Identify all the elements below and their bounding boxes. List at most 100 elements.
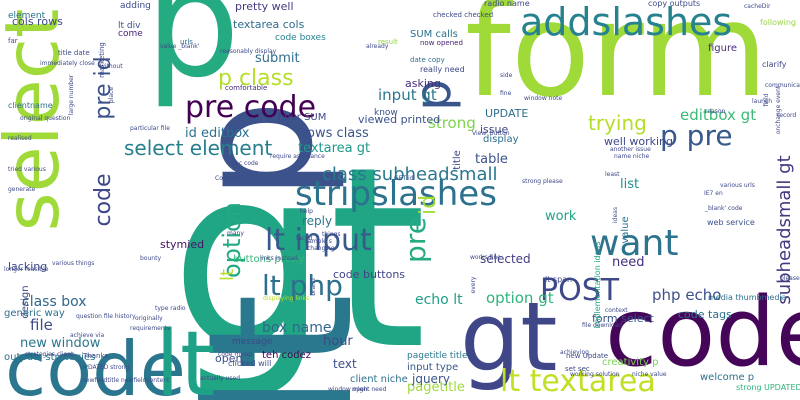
word-cloud-word: various things [52, 260, 94, 267]
word-cloud-word: text [333, 357, 357, 371]
word-cloud-word: really need [420, 65, 465, 74]
word-cloud-word: id editbox [185, 126, 250, 141]
word-cloud-word: reply [302, 214, 332, 228]
word-cloud-word: without [100, 63, 123, 70]
word-cloud-word: lacking [8, 260, 47, 273]
word-cloud-word: requirements [130, 325, 170, 332]
word-cloud-word: message [232, 337, 273, 347]
word-cloud-word: fine [500, 90, 512, 97]
word-cloud-word: things [322, 231, 341, 238]
word-cloud-word: input gt [378, 86, 437, 104]
word-cloud-word: viewed printed [358, 113, 440, 126]
word-cloud-word: code boxes [275, 33, 326, 43]
word-cloud-word: View' button [472, 130, 510, 137]
word-cloud-word: selected [480, 252, 531, 266]
word-cloud-word: class box [22, 294, 87, 310]
word-cloud-word: client niche [350, 374, 408, 385]
word-cloud-word: help [300, 208, 313, 215]
word-cloud-word: reason [705, 108, 726, 115]
word-cloud-word: brand [310, 278, 317, 296]
word-cloud-word: achieving [560, 349, 589, 356]
word-cloud-word: rows class [302, 126, 369, 141]
word-cloud-word: strong please [522, 178, 563, 185]
word-cloud-word: various urls [720, 182, 755, 189]
word-cloud-word: stripslashes [295, 174, 497, 214]
word-cloud-word: subheadsmall gt [774, 155, 795, 304]
word-cloud-word: need [612, 255, 645, 270]
word-cloud-word: niche value [632, 371, 667, 378]
word-cloud-word: value _blank' [160, 43, 200, 50]
word-cloud-word: well working [604, 135, 673, 148]
word-cloud-word: clarify [762, 60, 787, 69]
word-cloud-word: form [465, 0, 768, 126]
word-cloud-word: immediately close [40, 60, 95, 67]
word-cloud-word: cacheDir [744, 3, 771, 10]
word-cloud-word: pre [399, 217, 432, 263]
word-cloud-word: date copy [410, 56, 445, 64]
word-cloud-word: pagetitle [407, 380, 465, 395]
word-cloud-word: know [374, 108, 398, 118]
word-cloud-word: code tags [678, 308, 732, 321]
word-cloud-word: lt div [118, 21, 141, 31]
word-cloud-word: web service [707, 218, 755, 227]
word-cloud-word: adding [120, 1, 151, 11]
word-cloud-word: code [91, 173, 116, 226]
word-cloud-word: p class [218, 66, 294, 91]
word-cloud-word: element [8, 11, 46, 21]
word-cloud-word: form select [592, 312, 655, 325]
word-cloud-word: lt textarea [500, 364, 656, 399]
word-cloud-word: title date [58, 49, 90, 57]
word-cloud-word: submit [255, 51, 300, 66]
word-cloud-word: might need [352, 386, 387, 393]
word-cloud-word: strong [428, 114, 476, 132]
word-cloud-word: pagetitle title [407, 351, 468, 361]
word-cloud-word: side [500, 72, 513, 79]
word-cloud-word: open [215, 352, 242, 365]
word-cloud-word: issue [480, 123, 508, 136]
word-cloud-word: displaying links [263, 295, 309, 302]
word-cloud-word: least [605, 171, 620, 178]
word-cloud-word: bounty [140, 255, 161, 262]
word-cloud-word: context [605, 307, 628, 314]
word-cloud-word: new window [20, 336, 101, 351]
word-cloud-word: file download [582, 322, 622, 329]
word-cloud-word: code [605, 278, 800, 388]
word-cloud-word: urls [180, 38, 193, 46]
word-cloud-word: code [5, 325, 186, 400]
word-cloud-word: table [475, 152, 508, 167]
word-cloud-word: window open [328, 386, 368, 393]
word-cloud-word: communication [765, 82, 800, 89]
word-cloud-word: input type [407, 362, 458, 373]
word-cloud-word: welcome p [700, 372, 754, 383]
word-cloud-word: _GET id' [390, 175, 415, 182]
word-cloud-word: cols rows [12, 15, 63, 28]
word-cloud-word: option [218, 202, 246, 278]
word-cloud-word: hour [323, 334, 353, 349]
word-cloud-word: media thumbmedia [708, 293, 787, 302]
word-cloud-word: originally [135, 315, 163, 322]
word-cloud-word: following [760, 18, 796, 27]
word-cloud-word: set sec [565, 365, 590, 373]
word-cloud-word: window note [524, 95, 562, 102]
word-cloud-word: sample s [305, 238, 332, 245]
word-cloud-word: trying [588, 111, 647, 135]
word-cloud-word: works fine [470, 254, 501, 261]
word-cloud-word: now opened [420, 39, 463, 47]
word-cloud-word: copy outputs [648, 0, 700, 8]
word-cloud-word: every [470, 276, 477, 293]
word-cloud-word: Thanks [82, 352, 108, 360]
word-cloud-word: design [20, 285, 31, 318]
word-cloud-word: particular file [130, 125, 170, 132]
word-cloud-word: p pre [660, 119, 733, 152]
word-cloud-word: clientname [8, 101, 53, 110]
word-cloud-word: display [483, 134, 519, 145]
word-cloud-word: UPDATED strong [80, 364, 129, 371]
word-cloud-word: UPDATE [485, 107, 528, 120]
word-cloud-word: tried various [8, 166, 46, 173]
word-cloud-word: field [763, 93, 770, 106]
word-cloud-word: lt [165, 293, 398, 400]
word-cloud-word: result [378, 38, 398, 46]
word-cloud-word: record [777, 112, 796, 119]
word-cloud-word: newfieldtitle newfieldcontent [82, 377, 170, 384]
